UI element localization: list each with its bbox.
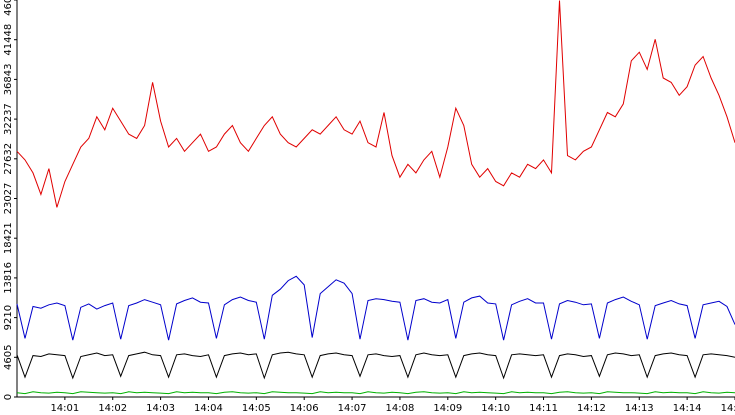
y-tick-label: 13816 — [3, 262, 14, 294]
x-tick-label: 14:15 — [721, 403, 735, 414]
series-line — [16, 351, 735, 380]
series-line — [16, 391, 735, 395]
y-tick-label: 46054 — [3, 0, 14, 16]
x-tick-label: 14:01 — [50, 403, 79, 414]
x-tick-label: 14:12 — [577, 403, 606, 414]
x-tick-label: 14:06 — [290, 403, 319, 414]
y-tick-label: 23027 — [3, 183, 14, 215]
y-tick-label: 4605 — [3, 345, 14, 370]
series-line — [16, 275, 735, 341]
x-tick-label: 14:14 — [673, 403, 702, 414]
x-tick-label: 14:02 — [98, 403, 127, 414]
y-tick-label: 0 — [3, 394, 14, 400]
x-tick-label: 14:11 — [529, 403, 558, 414]
y-tick-label: 36843 — [3, 63, 14, 95]
y-tick-label: 9210 — [3, 305, 14, 330]
x-tick-label: 14:07 — [338, 403, 367, 414]
y-tick-label: 18421 — [3, 222, 14, 254]
y-tick-label: 32237 — [3, 103, 14, 135]
x-tick-label: 14:08 — [386, 403, 415, 414]
x-tick-label: 14:03 — [146, 403, 175, 414]
x-tick-label: 14:04 — [194, 403, 223, 414]
y-tick-label: 27632 — [3, 143, 14, 175]
x-tick-label: 14:05 — [242, 403, 271, 414]
x-tick-label: 14:10 — [481, 403, 510, 414]
x-tick-label: 14:09 — [433, 403, 462, 414]
x-tick-label: 14:13 — [625, 403, 654, 414]
series-line — [16, 0, 735, 208]
y-tick-label: 41448 — [3, 24, 14, 56]
